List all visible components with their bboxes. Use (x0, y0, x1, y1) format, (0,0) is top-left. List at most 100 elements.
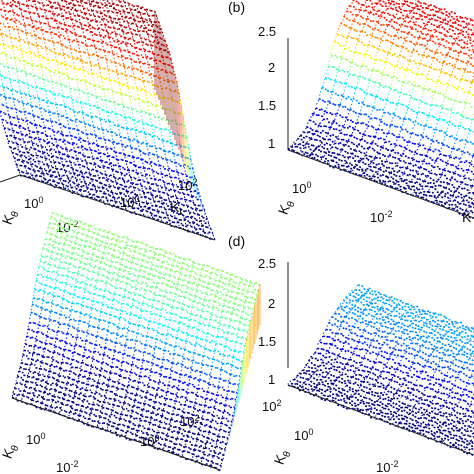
surface-mesh-segment (333, 41, 340, 45)
surface-mesh-segment (463, 208, 468, 216)
surface-mesh-segment (240, 311, 243, 318)
surface-mesh-segment (136, 263, 142, 268)
surface-mesh-segment (193, 345, 196, 355)
surface-mesh-segment (255, 293, 258, 300)
surface-mesh-segment (90, 241, 96, 246)
surface-mesh-segment (178, 317, 181, 323)
surface-mesh-segment (252, 303, 256, 310)
surface-mesh-segment (127, 362, 133, 366)
surface-mesh-segment (103, 268, 110, 274)
surface-mesh-segment (41, 180, 47, 184)
surface-mesh-segment (34, 160, 39, 163)
surface-mesh-segment (136, 25, 142, 29)
surface-mesh-segment (457, 86, 464, 90)
surface-mesh-segment (321, 155, 328, 161)
surface-mesh-segment (97, 327, 104, 331)
surface-mesh-segment (123, 65, 129, 70)
surface-mesh-segment (43, 152, 46, 159)
surface-mesh-segment (379, 163, 384, 169)
surface-mesh-segment (46, 231, 52, 236)
surface-mesh-segment (163, 79, 169, 83)
surface-mesh-segment (375, 117, 382, 121)
surface-mesh-segment (74, 150, 80, 154)
surface-mesh-segment (154, 163, 160, 167)
surface-mesh-segment (156, 364, 163, 370)
surface-mesh-segment (164, 399, 167, 406)
surface-mesh-segment (366, 12, 371, 18)
surface-mesh-segment (469, 39, 474, 43)
surface-mesh-segment (69, 222, 75, 228)
surface-mesh-segment (416, 73, 423, 76)
surface-mesh-segment (134, 8, 140, 14)
surface-mesh-segment (198, 433, 204, 437)
surface-mesh-segment (42, 243, 45, 250)
surface-mesh-segment (39, 140, 42, 146)
surface-mesh-segment (43, 284, 46, 293)
surface-mesh-segment (200, 423, 207, 427)
surface-mesh-segment (113, 245, 116, 250)
surface-mesh-segment (45, 135, 49, 144)
surface-mesh-segment (76, 274, 79, 280)
surface-mesh-segment (142, 302, 148, 306)
surface-mesh-segment (244, 324, 250, 327)
surface-mesh-segment (69, 370, 76, 375)
surface-mesh-segment (89, 82, 95, 87)
surface-mesh-segment (97, 106, 104, 111)
surface-mesh-segment (461, 60, 468, 65)
surface-mesh-segment (14, 124, 21, 128)
surface-mesh-segment (207, 383, 210, 392)
surface-mesh-segment (352, 143, 359, 148)
surface-mesh-segment (78, 111, 83, 114)
surface-mesh-segment (23, 22, 27, 34)
surface-mesh-segment (221, 305, 225, 313)
surface-mesh-segment (144, 285, 148, 290)
surface-mesh-segment (2, 86, 8, 89)
surface-mesh-segment (220, 422, 227, 426)
surface-mesh-segment (99, 48, 105, 51)
surface-mesh-segment (372, 161, 379, 167)
surface-mesh-segment (70, 302, 73, 310)
surface-mesh-segment (463, 187, 470, 192)
surface-mesh-segment (393, 170, 399, 174)
surface-mesh-segment (227, 420, 233, 423)
surface-mesh-segment (100, 172, 106, 176)
surface-mesh-segment (121, 143, 128, 149)
surface-mesh-segment (0, 33, 3, 36)
surface-mesh-segment (428, 139, 433, 150)
surface-mesh-segment (112, 140, 119, 146)
surface-mesh-segment (465, 37, 470, 44)
surface-mesh-segment (187, 358, 193, 362)
surface-mesh-segment (420, 181, 425, 184)
surface-mesh-segment (175, 269, 181, 274)
surface-mesh-segment (377, 128, 384, 131)
surface-mesh-segment (444, 18, 451, 24)
surface-mesh-segment (73, 242, 76, 247)
surface-mesh-segment (81, 41, 87, 46)
surface-mesh-segment (212, 358, 218, 362)
surface-mesh-segment (141, 41, 148, 46)
surface-mesh-segment (82, 8, 86, 15)
surface-mesh-segment (109, 307, 113, 316)
surface-mesh-segment (98, 7, 102, 15)
surface-mesh-segment (217, 309, 223, 314)
surface-mesh-segment (29, 168, 34, 172)
surface-mesh-segment (62, 14, 68, 20)
surface-mesh-segment (121, 158, 127, 162)
surface-mesh-segment (137, 200, 143, 204)
surface-mesh-segment (24, 335, 28, 343)
surface-mesh-segment (216, 388, 219, 395)
surface-mesh-segment (138, 98, 142, 112)
surface-mesh-segment (55, 279, 62, 284)
surface-mesh-segment (232, 308, 238, 311)
surface-mesh-segment (31, 303, 37, 307)
surface-mesh-segment (346, 58, 353, 65)
surface-mesh-segment (213, 401, 217, 408)
surface-mesh-segment (113, 196, 119, 200)
surface-mesh-segment (185, 287, 188, 292)
surface-mesh-segment (151, 355, 155, 363)
surface-mesh-segment (406, 68, 412, 72)
surface-mesh-segment (104, 288, 111, 293)
surface-mesh-segment (49, 168, 55, 174)
surface-mesh-segment (341, 148, 348, 154)
